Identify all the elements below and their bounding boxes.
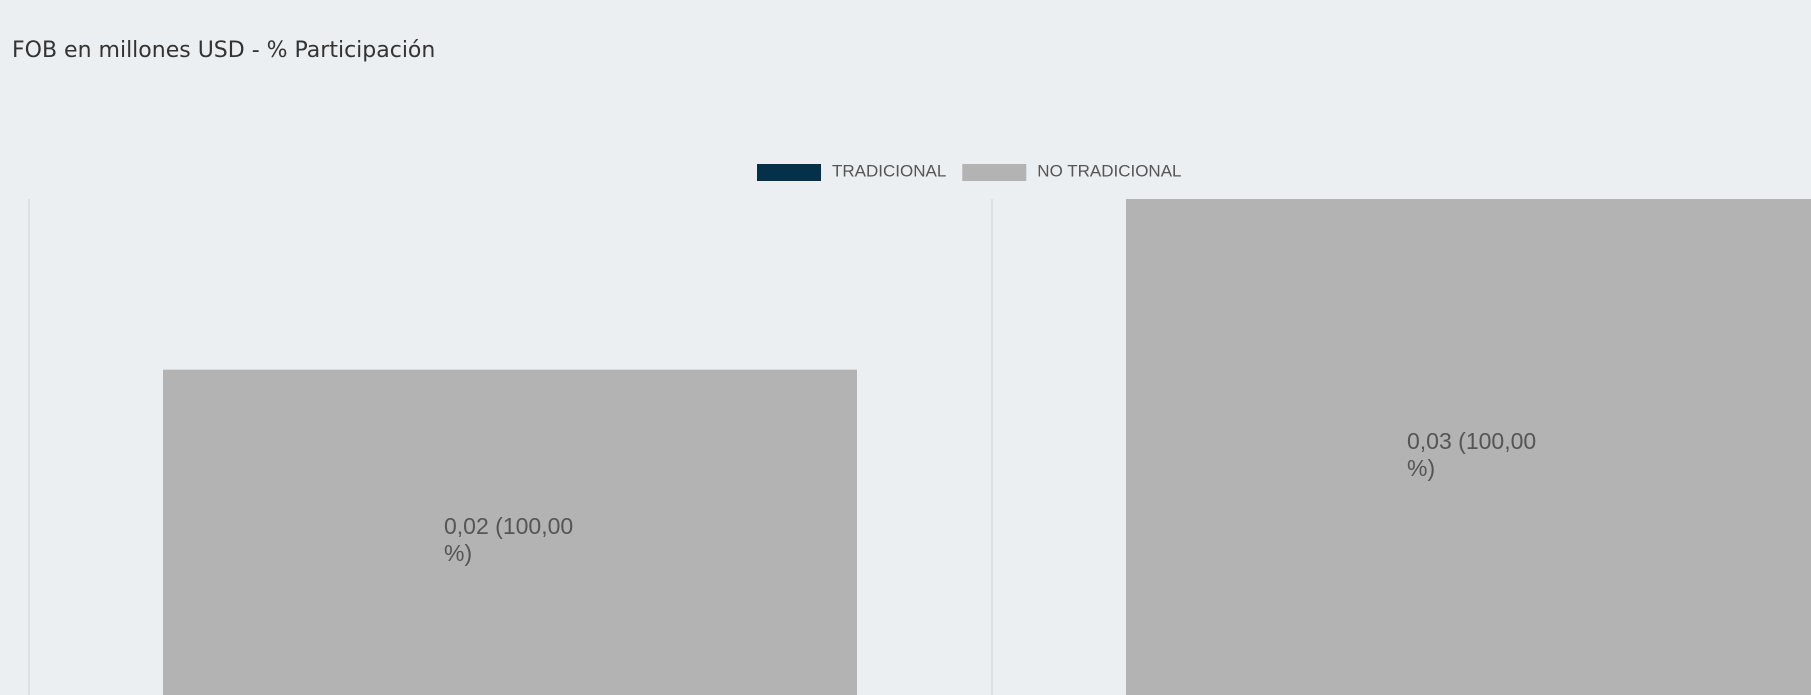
subtitle: FOB en millones USD - % Participación xyxy=(12,38,436,63)
bar-segment xyxy=(1126,199,1811,695)
bar-segment xyxy=(163,369,857,695)
legend-swatch xyxy=(757,164,821,181)
legend-swatch xyxy=(962,164,1027,181)
data-label: 0,02 (100,00 %) xyxy=(444,513,574,567)
legend-label: NO TRADICIONAL xyxy=(1037,161,1181,180)
legend-label: TRADICIONAL xyxy=(832,161,946,180)
data-label: 0,03 (100,00 %) xyxy=(1407,428,1537,481)
